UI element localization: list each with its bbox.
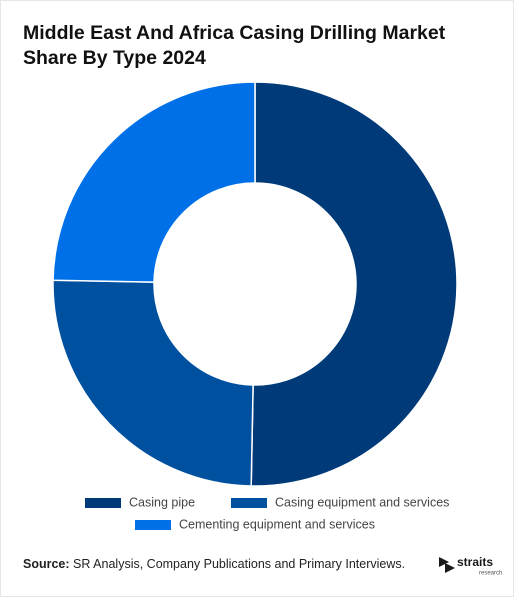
- donut-slice: [52, 279, 254, 487]
- logo-name: straits: [457, 555, 493, 569]
- legend-label: Cementing equipment and services: [179, 517, 375, 531]
- source-text: SR Analysis, Company Publications and Pr…: [73, 557, 406, 571]
- chart-title: Middle East And Africa Casing Drilling M…: [23, 22, 446, 69]
- legend-swatch: [85, 498, 121, 508]
- logo-tagline: research: [479, 571, 502, 577]
- source: Source: SR Analysis, Company Publication…: [23, 557, 405, 571]
- logo-icon: [439, 557, 455, 573]
- donut-slice: [250, 81, 458, 487]
- legend-label: Casing pipe: [129, 495, 195, 509]
- source-label: Source:: [23, 557, 70, 571]
- donut-slice: [52, 81, 256, 283]
- legend-swatch: [231, 498, 267, 508]
- legend-label: Casing equipment and services: [275, 495, 449, 509]
- logo: straits research: [439, 555, 502, 577]
- legend-swatch: [135, 520, 171, 530]
